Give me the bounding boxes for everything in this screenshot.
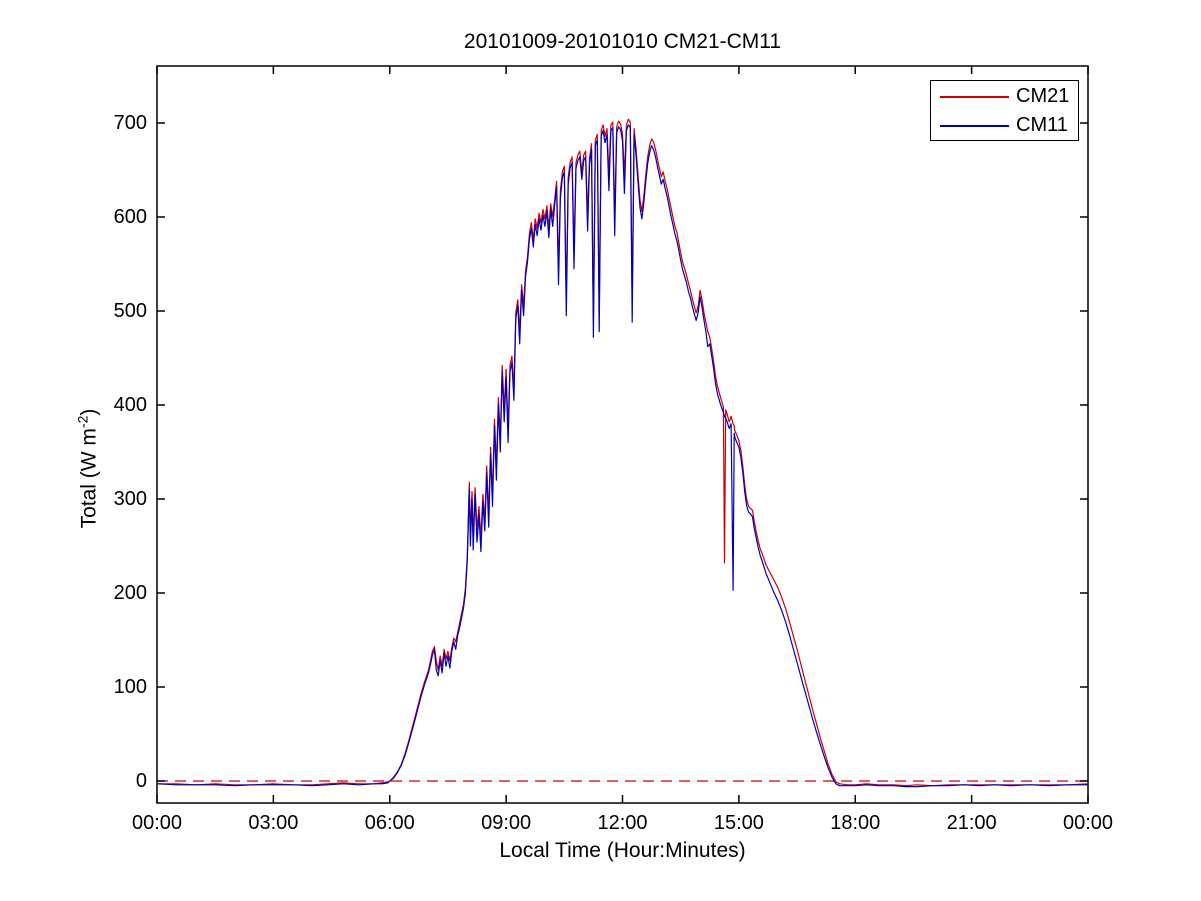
legend-entry-cm11: CM11: [931, 112, 1078, 140]
y-tick-label: 0: [135, 770, 147, 792]
x-tick-label: 06:00: [364, 812, 415, 834]
axes-box: [156, 65, 1089, 804]
chart-title: 20101009-20101010 CM21-CM11: [463, 30, 782, 53]
x-axis-label: Local Time (Hour:Minutes): [499, 839, 746, 862]
y-tick-label: 400: [113, 394, 147, 416]
x-tick-label: 15:00: [713, 812, 764, 834]
y-tick-label: 600: [113, 206, 147, 228]
legend-label-cm21: CM21: [1016, 85, 1070, 107]
y-tick-label: 200: [113, 582, 147, 604]
x-tick-label: 00:00: [131, 812, 183, 834]
legend-line-cm11: [940, 125, 1009, 127]
y-tick-label: 500: [113, 300, 147, 322]
y-axis-label-text: Total (W m: [77, 428, 101, 529]
y-tick-label: 300: [113, 488, 147, 510]
series-line-cm21: [157, 118, 1089, 787]
x-tick-label: 09:00: [481, 812, 532, 834]
x-tick-label: 03:00: [248, 812, 299, 834]
legend: CM21 CM11: [930, 80, 1079, 141]
legend-line-cm21: [940, 96, 1009, 98]
y-axis-label: Total (W m-2): [75, 319, 102, 619]
legend-entry-cm21: CM21: [931, 83, 1078, 111]
legend-label-cm11: CM11: [1016, 114, 1068, 136]
x-tick-label: 12:00: [597, 812, 648, 834]
x-tick-label: 21:00: [946, 812, 997, 834]
y-axis-label-exponent: -2: [74, 415, 91, 429]
y-tick-label: 100: [113, 676, 147, 698]
x-tick-label: 18:00: [830, 812, 881, 834]
y-tick-label: 700: [113, 112, 147, 134]
x-tick-label: 00:00: [1062, 812, 1114, 834]
series-line-cm11: [156, 124, 1088, 788]
